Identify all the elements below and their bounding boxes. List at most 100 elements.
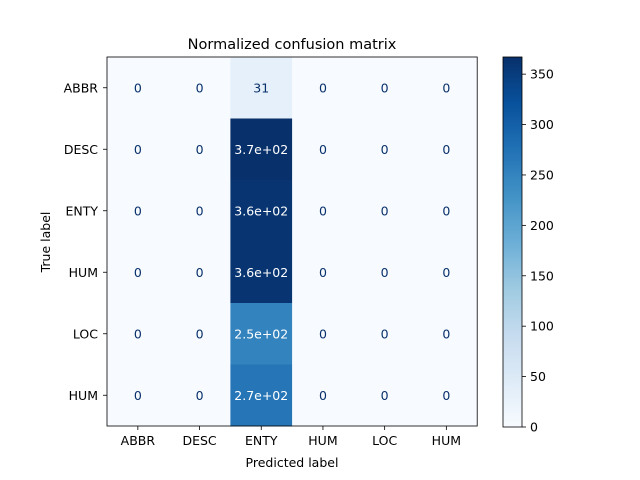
cell-value-label: 0: [134, 265, 142, 280]
heatmap-cell: [353, 180, 416, 242]
cell-value-label: 0: [319, 326, 327, 341]
heatmap-cell: [107, 57, 170, 119]
x-axis-label: Predicted label: [246, 455, 339, 470]
cell-value-label: 0: [442, 203, 450, 218]
cell-value-label: 0: [319, 80, 327, 95]
cell-value-label: 0: [196, 265, 204, 280]
y-tick-label: ENTY: [65, 203, 98, 218]
cell-value-label: 0: [196, 142, 204, 157]
heatmap-cell: [292, 364, 355, 427]
heatmap-cell: [353, 57, 416, 119]
heatmap-cell: [353, 303, 416, 365]
cell-value-label: 0: [442, 265, 450, 280]
heatmap-cell: [168, 57, 231, 119]
heatmap-cell: [230, 57, 293, 119]
colorbar-tick-label: 250: [530, 167, 554, 182]
cell-value-label: 0: [381, 265, 389, 280]
heatmap-cell: [353, 118, 416, 181]
cell-value-label: 0: [196, 326, 204, 341]
cell-value-label: 0: [196, 80, 204, 95]
x-tick-label: ENTY: [245, 433, 278, 448]
plot-frame: [106, 56, 478, 427]
y-tick-label: HUM: [69, 265, 98, 280]
colorbar-tick-label: 300: [530, 117, 554, 132]
heatmap-cell: [230, 303, 293, 365]
heatmap-cell: [230, 180, 293, 242]
heatmap-cell: [107, 180, 170, 242]
heatmap-cell: [107, 303, 170, 365]
colorbar-ticks: 0 50 100 150 200 250 300 350: [522, 67, 554, 435]
chart-title: Normalized confusion matrix: [188, 37, 397, 53]
x-tick-label: HUM: [432, 433, 461, 448]
x-tick-label: ABBR: [121, 433, 156, 448]
x-axis: ABBR DESC ENTY HUM LOC HUM: [121, 426, 461, 448]
heatmap-cells: [107, 57, 478, 427]
cell-value-label: 3.6e+02: [234, 265, 288, 280]
heatmap-cell: [168, 364, 231, 427]
heatmap-cell: [107, 364, 170, 427]
colorbar: [503, 57, 522, 427]
colorbar-tick-label: 150: [530, 268, 554, 283]
cell-value-label: 0: [134, 326, 142, 341]
heatmap-cell-labels: 0 0 31 0 0 0 0 0 3.7e+02 0 0 0 0 0 3.6e+02 0 0 0 0 0 3.6e+02…: [134, 80, 451, 403]
cell-value-label: 31: [253, 80, 269, 95]
cell-value-label: 0: [134, 142, 142, 157]
cell-value-label: 0: [196, 388, 204, 403]
cell-value-label: 0: [319, 142, 327, 157]
heatmap-cell: [230, 364, 293, 427]
cell-value-label: 0: [442, 142, 450, 157]
cell-value-label: 3.7e+02: [234, 142, 288, 157]
heatmap-cell: [292, 180, 355, 242]
cell-value-label: 0: [134, 388, 142, 403]
cell-value-label: 0: [381, 142, 389, 157]
cell-value-label: 0: [381, 203, 389, 218]
heatmap-cell: [168, 118, 231, 181]
colorbar-tick-label: 200: [530, 218, 554, 233]
y-tick-label: LOC: [73, 326, 98, 341]
heatmap-cell: [292, 57, 355, 119]
cell-value-label: 0: [134, 80, 142, 95]
heatmap-cell: [230, 241, 293, 304]
y-axis-label: True label: [38, 212, 53, 274]
cell-value-label: 0: [442, 80, 450, 95]
heatmap-cell: [292, 118, 355, 181]
heatmap-cell: [353, 241, 416, 304]
y-tick-label: ABBR: [64, 80, 99, 95]
heatmap-cell: [353, 364, 416, 427]
colorbar-tick-label: 0: [530, 420, 538, 435]
heatmap-cell: [168, 303, 231, 365]
y-tick-label: HUM: [69, 388, 98, 403]
heatmap-cell: [415, 118, 478, 181]
cell-value-label: 0: [381, 388, 389, 403]
cell-value-label: 2.7e+02: [234, 388, 288, 403]
y-tick-label: DESC: [64, 142, 98, 157]
cell-value-label: 0: [319, 388, 327, 403]
x-tick-label: DESC: [182, 433, 216, 448]
cell-value-label: 0: [134, 203, 142, 218]
heatmap-cell: [292, 303, 355, 365]
cell-value-label: 0: [381, 326, 389, 341]
cell-value-label: 0: [442, 388, 450, 403]
cell-value-label: 0: [381, 80, 389, 95]
cell-value-label: 2.5e+02: [234, 326, 288, 341]
cell-value-label: 3.6e+02: [234, 203, 288, 218]
cell-value-label: 0: [442, 326, 450, 341]
heatmap-cell: [168, 241, 231, 304]
colorbar-tick-label: 100: [530, 319, 554, 334]
heatmap-cell: [415, 57, 478, 119]
colorbar-tick-label: 350: [530, 67, 554, 82]
heatmap-cell: [415, 303, 478, 365]
heatmap-cell: [107, 118, 170, 181]
colorbar-frame: [502, 56, 523, 428]
x-tick-label: LOC: [372, 433, 397, 448]
x-tick-label: HUM: [308, 433, 337, 448]
heatmap-cell: [107, 241, 170, 304]
heatmap-cell: [415, 241, 478, 304]
heatmap-cell: [415, 364, 478, 427]
cell-value-label: 0: [196, 203, 204, 218]
heatmap-cell: [415, 180, 478, 242]
heatmap-cell: [230, 118, 293, 181]
cell-value-label: 0: [319, 265, 327, 280]
heatmap-cell: [292, 241, 355, 304]
